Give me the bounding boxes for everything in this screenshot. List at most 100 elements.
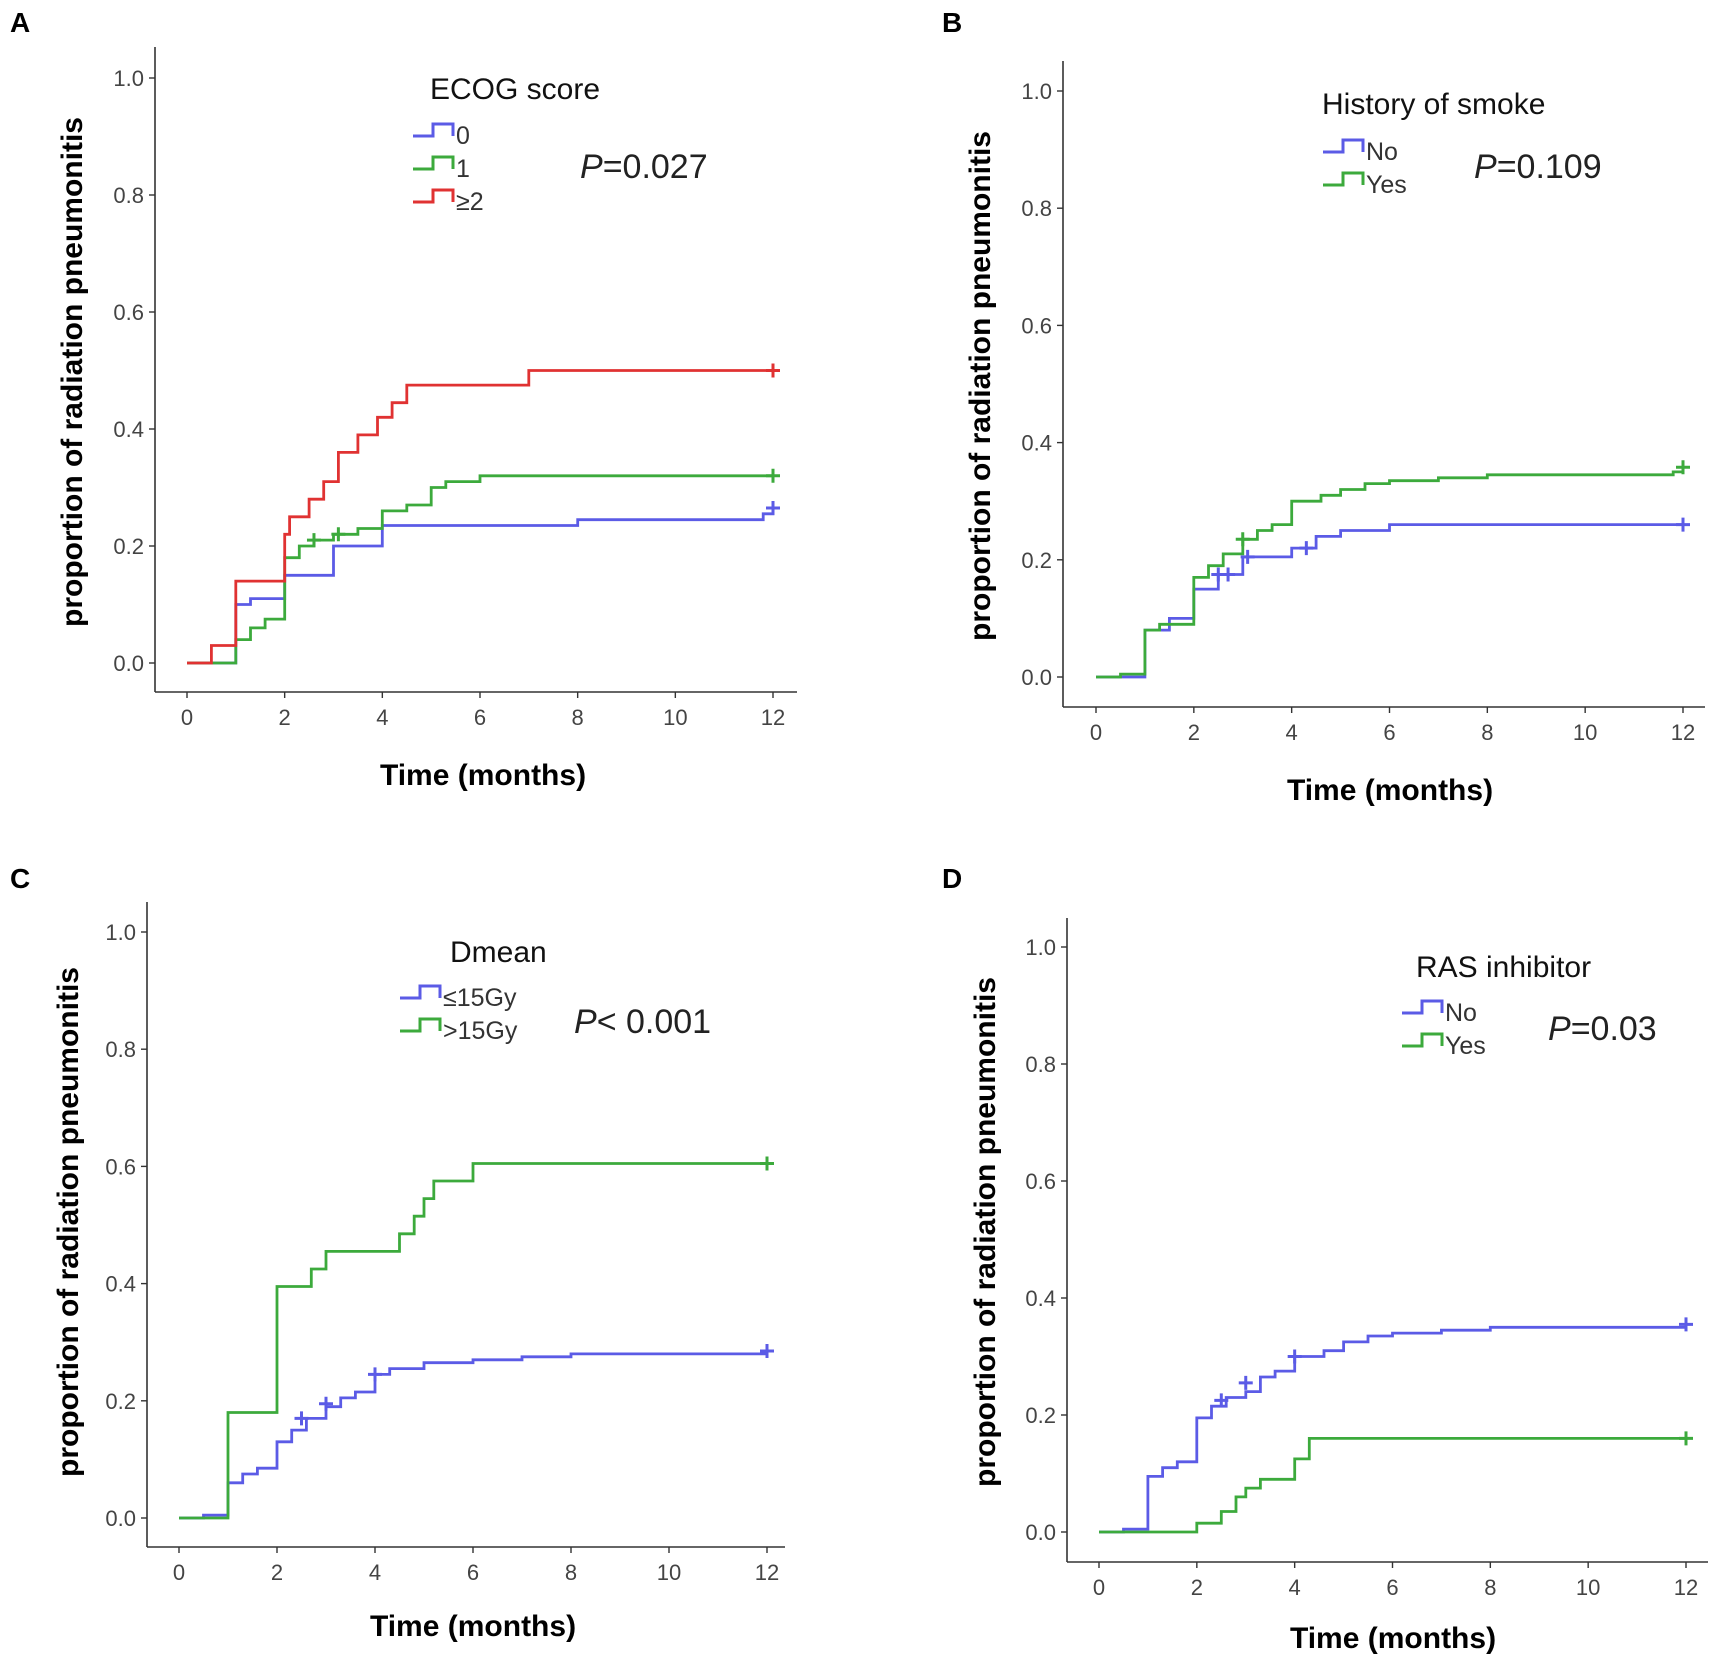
- series-line-1: [187, 474, 773, 665]
- x-tick-label: 6: [467, 1560, 479, 1585]
- x-tick-label: 10: [663, 705, 687, 730]
- x-tick-label: 2: [1188, 720, 1200, 745]
- panel-d: D 0.0 0.2 0.4 0.6 0.8 1.0 0 2 4 6 8 10 12 proportion…: [942, 863, 1708, 1655]
- x-tick-label: 12: [1671, 720, 1695, 745]
- censor-mark: [1287, 1349, 1302, 1364]
- y-tick-label: 1.0: [1025, 935, 1056, 960]
- series-line-≤15Gy: [179, 1351, 769, 1520]
- censor-mark: [1676, 460, 1690, 475]
- y-tick-label: 0.4: [113, 417, 144, 442]
- legend-label: ≤15Gy: [443, 984, 517, 1012]
- series-line-Yes: [1099, 1437, 1686, 1534]
- censor-mark: [306, 533, 321, 548]
- panel-b-axes: 0.0 0.2 0.4 0.6 0.8 1.0 0 2 4 6 8 10 12: [1021, 61, 1705, 745]
- legend-title: ECOG score: [430, 73, 600, 106]
- legend-swatch: [413, 155, 455, 171]
- x-tick-label: 6: [1386, 1575, 1398, 1600]
- series-line->15Gy: [179, 1162, 767, 1520]
- x-axis-label: Time (months): [1287, 774, 1493, 807]
- censor-mark: [1299, 541, 1314, 556]
- panel-a-axes: 0.00.20.40.60.81.00 2 4 6 8 10 12: [113, 47, 797, 730]
- x-tick-label: 6: [1383, 720, 1395, 745]
- x-tick-label: 2: [279, 705, 291, 730]
- x-tick-label: 8: [572, 705, 584, 730]
- censor-mark: [1221, 567, 1236, 582]
- censor-mark: [368, 1367, 382, 1382]
- series-line-No: [1099, 1324, 1688, 1534]
- legend-label: Yes: [1366, 171, 1407, 199]
- y-tick-label: 0.2: [113, 534, 144, 559]
- panel-c: C 0.0 0.2 0.4 0.6 0.8 1.0 0 2 4 6 8 10 12 proportion…: [10, 863, 785, 1643]
- x-tick-label: 10: [1576, 1575, 1600, 1600]
- censor-mark: [760, 1156, 774, 1171]
- y-tick-label: 1.0: [113, 66, 144, 91]
- y-tick-label: 0.0: [113, 651, 144, 676]
- x-tick-label: 8: [1484, 1575, 1496, 1600]
- censor-mark: [319, 1396, 333, 1411]
- censor-mark: [294, 1411, 309, 1426]
- x-tick-label: 2: [271, 1560, 283, 1585]
- x-tick-label: 10: [657, 1560, 681, 1585]
- y-tick-label: 0.0: [105, 1506, 136, 1531]
- series-line-Yes: [1096, 467, 1685, 679]
- legend-label: >15Gy: [443, 1017, 518, 1045]
- legend-swatch: [413, 122, 455, 138]
- y-tick-label: 0.6: [1021, 313, 1052, 338]
- x-tick-label: 4: [369, 1560, 381, 1585]
- x-tick-label: 4: [1286, 720, 1298, 745]
- y-tick-label: 0.6: [1025, 1169, 1056, 1194]
- legend: ≤15Gy >15Gy: [400, 984, 518, 1045]
- legend-swatch: [1402, 999, 1444, 1015]
- legend-swatch: [413, 188, 455, 204]
- p-value: P=0.109: [1474, 148, 1602, 186]
- x-axis-label: Time (months): [380, 759, 586, 792]
- censor-mark: [1238, 1375, 1253, 1390]
- x-tick-label: 8: [565, 1560, 577, 1585]
- y-tick-label: 0.2: [105, 1389, 136, 1414]
- censor-mark: [331, 527, 346, 542]
- series-line-No: [1096, 523, 1683, 679]
- x-tick-label: 0: [1090, 720, 1102, 745]
- x-axis-label: Time (months): [370, 1610, 576, 1643]
- panel-d-axes: 0.0 0.2 0.4 0.6 0.8 1.0 0 2 4 6 8 10 12: [1025, 918, 1708, 1600]
- censor-mark: [760, 1343, 774, 1358]
- x-tick-label: 0: [181, 705, 193, 730]
- legend: No Yes: [1323, 138, 1407, 199]
- legend-label: Yes: [1445, 1032, 1486, 1060]
- x-tick-label: 4: [1289, 1575, 1301, 1600]
- panel-letter: D: [942, 863, 962, 894]
- legend: No Yes: [1402, 999, 1486, 1060]
- panel-d-series: [1099, 1317, 1693, 1534]
- x-tick-label: 2: [1191, 1575, 1203, 1600]
- panel-a: A 0.00.20.40.60.81.00 2 4 6 8 10 12 proportion…: [10, 7, 797, 792]
- legend-title: History of smoke: [1322, 88, 1545, 121]
- y-axis-label: proportion of radiation pneumonitis: [56, 117, 89, 627]
- censor-mark: [766, 500, 780, 515]
- panel-b-series: [1096, 460, 1690, 679]
- p-value: P< 0.001: [574, 1003, 711, 1041]
- x-axis-label: Time (months): [1290, 1622, 1496, 1655]
- y-tick-label: 0.8: [105, 1037, 136, 1062]
- y-tick-label: 0.4: [1021, 431, 1052, 456]
- legend-swatch: [400, 984, 442, 1000]
- y-tick-label: 0.2: [1021, 548, 1052, 573]
- censor-mark: [1214, 1393, 1229, 1408]
- p-value: P=0.03: [1548, 1010, 1657, 1048]
- y-axis-label: proportion of radiation pneumonitis: [969, 977, 1002, 1487]
- legend: 0 1 ≥2: [413, 122, 484, 216]
- x-tick-label: 6: [474, 705, 486, 730]
- panel-letter: C: [10, 863, 30, 894]
- x-tick-label: 12: [761, 705, 785, 730]
- x-tick-label: 10: [1573, 720, 1597, 745]
- legend-label: ≥2: [456, 188, 484, 216]
- x-tick-label: 12: [755, 1560, 779, 1585]
- x-tick-label: 0: [1093, 1575, 1105, 1600]
- y-tick-label: 0.6: [113, 300, 144, 325]
- censor-mark: [1679, 1431, 1693, 1446]
- p-value: P=0.027: [580, 148, 708, 186]
- y-tick-label: 1.0: [1021, 79, 1052, 104]
- x-tick-label: 4: [376, 705, 388, 730]
- legend-label: No: [1445, 999, 1477, 1027]
- legend-swatch: [400, 1017, 442, 1033]
- legend-label: No: [1366, 138, 1398, 166]
